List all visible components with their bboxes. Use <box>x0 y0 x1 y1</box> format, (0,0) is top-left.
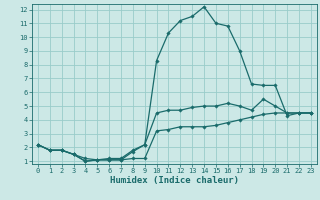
X-axis label: Humidex (Indice chaleur): Humidex (Indice chaleur) <box>110 176 239 185</box>
